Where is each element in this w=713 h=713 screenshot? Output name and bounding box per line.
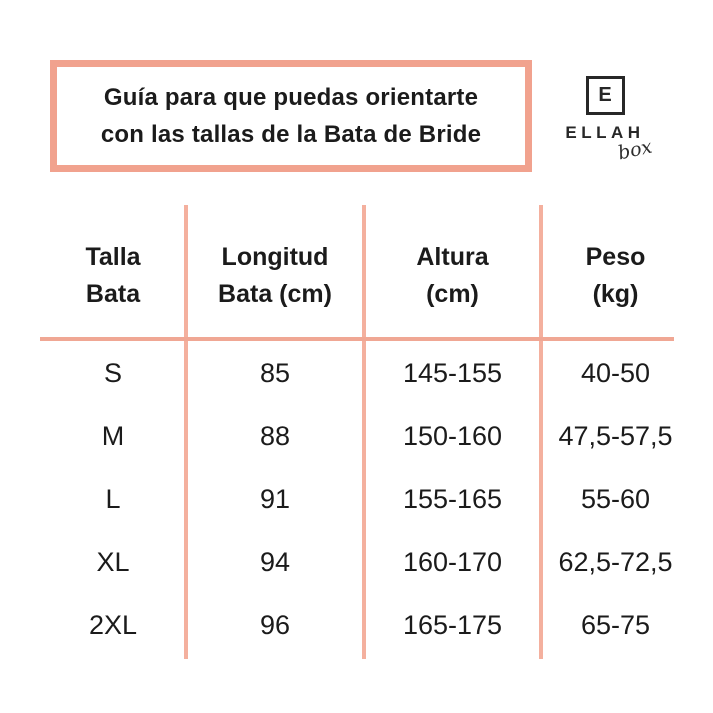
logo-monogram-icon: E [585,76,625,115]
column-divider-3 [539,205,543,659]
title-box: Guía para que puedas orientarte con las … [50,60,532,172]
cell-length: 91 [259,484,291,514]
header-text: (cm) [426,280,479,308]
header-text: Longitud [221,243,329,271]
column-divider-2 [362,205,366,659]
cell-size: 2XL [88,610,138,640]
size-table: Talla Bata Longitud Bata (cm) Altura (cm… [40,205,690,659]
cell-weight: 65-75 [580,610,651,640]
column-header-longitud: Longitud Bata (cm) [186,205,364,339]
column-divider-1 [184,205,188,659]
cell-weight: 47,5-57,5 [558,421,673,451]
cell-height: 165-175 [402,610,503,640]
table-body: S 85 145-155 40-50 M 88 150-160 47,5-57,… [40,339,690,657]
logo-brand-name: ELLAH [565,123,645,142]
header-text: Talla [85,243,141,271]
header-text: Bata [85,280,141,308]
cell-size: S [103,358,122,388]
table-row-s: S 85 145-155 40-50 [40,342,690,405]
cell-height: 150-160 [402,421,503,451]
header-divider [40,337,674,341]
cell-size: M [101,421,125,451]
cell-length: 94 [259,547,291,577]
page-title-line2: con las tallas de la Bata de Bride [100,121,482,148]
cell-length: 88 [259,421,291,451]
header-text: Peso [585,243,646,271]
cell-height: 160-170 [402,547,503,577]
header-text: Bata (cm) [218,280,332,308]
cell-weight: 55-60 [580,484,651,514]
table-row-2xl: 2XL 96 165-175 65-75 [40,594,690,657]
cell-size: L [105,484,121,514]
cell-length: 85 [259,358,291,388]
cell-size: XL [96,547,130,577]
column-header-peso: Peso (kg) [541,205,690,339]
cell-weight: 40-50 [580,358,651,388]
table-row-xl: XL 94 160-170 62,5-72,5 [40,531,690,594]
header-text: Altura [416,243,489,271]
cell-height: 155-165 [402,484,503,514]
table-header-row: Talla Bata Longitud Bata (cm) Altura (cm… [40,205,690,339]
table-row-l: L 91 155-165 55-60 [40,468,690,531]
page-title-line1: Guía para que puedas orientarte [103,84,479,111]
table-row-m: M 88 150-160 47,5-57,5 [40,405,690,468]
logo-initial: E [598,84,612,106]
header-text: (kg) [592,280,639,308]
cell-length: 96 [259,610,291,640]
column-header-altura: Altura (cm) [364,205,541,339]
column-header-talla-bata: Talla Bata [40,205,186,339]
cell-height: 145-155 [402,358,503,388]
brand-logo: E ELLAH box [550,76,660,164]
cell-weight: 62,5-72,5 [558,547,673,577]
